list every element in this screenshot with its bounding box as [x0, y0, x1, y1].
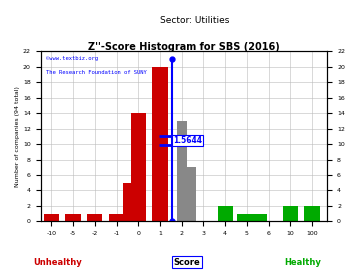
Y-axis label: Number of companies (94 total): Number of companies (94 total): [15, 86, 20, 187]
Bar: [131, 113, 146, 221]
Text: ©www.textbiz.org: ©www.textbiz.org: [46, 56, 98, 62]
Bar: [260, 214, 267, 221]
Bar: [66, 214, 81, 221]
Bar: [283, 206, 298, 221]
Title: Z''-Score Histogram for SBS (2016): Z''-Score Histogram for SBS (2016): [88, 42, 280, 52]
Bar: [109, 214, 124, 221]
Bar: [177, 121, 186, 221]
Bar: [123, 183, 138, 221]
Text: Healthy: Healthy: [284, 258, 321, 266]
Text: The Research Foundation of SUNY: The Research Foundation of SUNY: [46, 70, 147, 75]
Bar: [217, 206, 233, 221]
Bar: [87, 214, 102, 221]
Bar: [44, 214, 59, 221]
Text: Score: Score: [174, 258, 201, 266]
Text: 1.5644: 1.5644: [173, 136, 202, 145]
Bar: [152, 67, 168, 221]
Bar: [186, 167, 197, 221]
Bar: [244, 214, 252, 221]
Bar: [252, 214, 260, 221]
Bar: [237, 214, 244, 221]
Text: Unhealthy: Unhealthy: [33, 258, 82, 266]
Bar: [305, 206, 320, 221]
Text: Sector: Utilities: Sector: Utilities: [160, 16, 229, 25]
